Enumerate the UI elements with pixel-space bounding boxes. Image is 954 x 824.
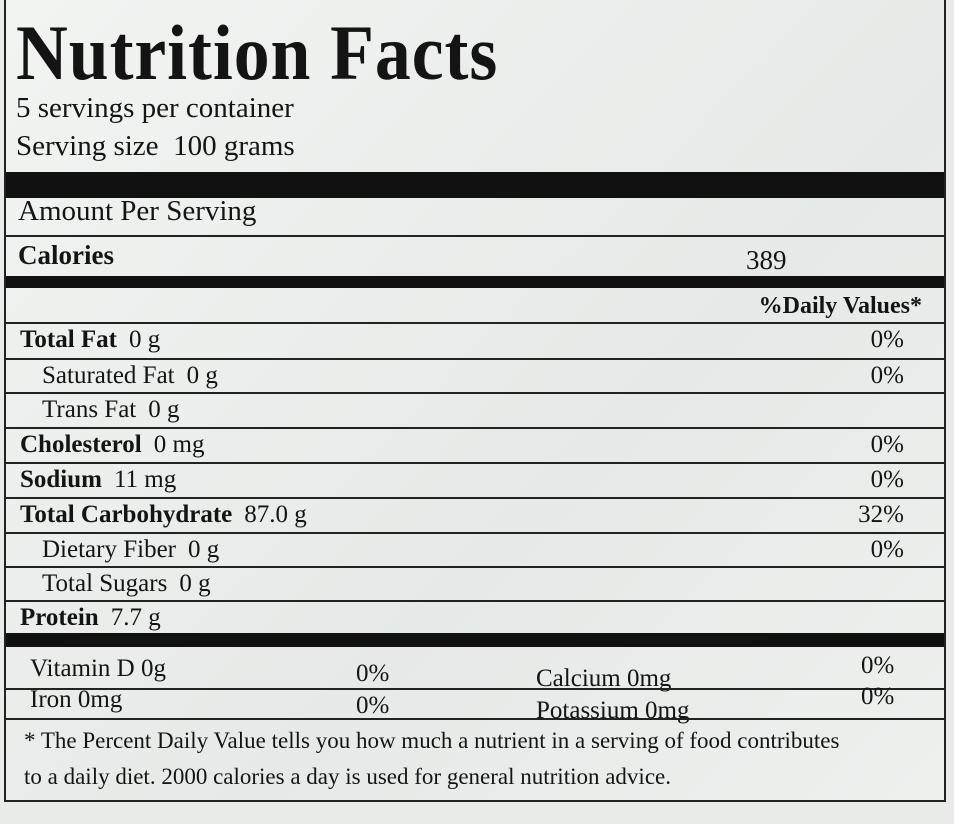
nutrient-name: Total Fat (20, 326, 117, 353)
calories-value: 389 (746, 245, 787, 275)
potassium-dv: 0% (861, 683, 895, 710)
nutrient-daily-value: 0% (870, 326, 904, 353)
nutrient-row: Dietary Fiber 0 g 0% (20, 534, 904, 566)
vitamin-d: Vitamin D 0g (30, 655, 166, 682)
nutrient-row: Total Sugars 0 g (20, 568, 904, 600)
calcium: Calcium 0mg (536, 665, 672, 692)
nutrient-row: Cholesterol 0 mg 0% (20, 429, 904, 461)
footnote-line-2: to a daily diet. 2000 calories a day is … (24, 764, 671, 789)
nutrient-daily-value: 0% (870, 536, 904, 563)
serving-size: Serving size 100 grams (16, 130, 295, 163)
amount-per-serving: Amount Per Serving (18, 195, 257, 227)
divider (6, 532, 944, 534)
nutrient-name: Trans Fat (42, 396, 137, 423)
divider (6, 497, 944, 499)
thick-divider (6, 172, 944, 198)
divider (6, 358, 944, 360)
nutrient-name: Sodium (20, 466, 102, 493)
divider (6, 718, 944, 720)
nutrient-name: Dietary Fiber (42, 536, 176, 563)
nutrient-row: Sodium 11 mg 0% (20, 464, 904, 496)
nutrient-row: Protein 7.7 g (20, 602, 904, 634)
thick-divider (6, 276, 944, 288)
nutrient-amount: 0 g (129, 326, 161, 353)
title: Nutrition Facts (16, 9, 499, 96)
calcium-dv: 0% (861, 652, 895, 679)
nutrient-daily-value: 0% (870, 362, 904, 389)
nutrient-amount: 11 mg (113, 466, 177, 493)
nutrient-daily-value: 32% (858, 501, 904, 528)
vitamin-d-dv: 0% (356, 660, 390, 687)
divider (6, 566, 944, 568)
potassium: Potassium 0mg (536, 697, 690, 724)
nutrient-amount: 7.7 g (110, 604, 161, 631)
servings-per-container: 5 servings per container (16, 92, 294, 124)
nutrient-amount: 0 mg (153, 431, 205, 458)
serving-size-value: 100 grams (173, 130, 295, 162)
nutrient-row: Total Carbohydrate 87.0 g 32% (20, 499, 904, 531)
nutrient-row: Total Fat 0 g 0% (20, 324, 904, 356)
nutrient-daily-value: 0% (870, 431, 904, 458)
nutrient-amount: 0 g (186, 362, 218, 389)
thick-divider (6, 633, 944, 647)
nutrient-amount: 0 g (187, 536, 220, 563)
nutrient-amount: 0 g (179, 570, 211, 597)
serving-size-label: Serving size (16, 130, 159, 162)
divider (6, 427, 944, 429)
nutrient-daily-value: 0% (870, 466, 904, 493)
footnote-line-1: * The Percent Daily Value tells you how … (24, 728, 840, 753)
divider (6, 600, 944, 602)
calories-label: Calories (18, 240, 114, 270)
divider (6, 688, 944, 690)
divider (6, 392, 944, 394)
nutrient-name: Total Carbohydrate (20, 501, 233, 528)
nutrient-row: Trans Fat 0 g (20, 394, 904, 426)
nutrient-amount: 87.0 g (244, 501, 307, 528)
daily-values-header: %Daily Values* (758, 293, 922, 319)
divider (6, 235, 944, 237)
nutrient-name: Protein (20, 604, 99, 631)
iron: Iron 0mg (30, 686, 123, 713)
nutrient-amount: 0 g (148, 396, 180, 423)
nutrient-name: Total Sugars (42, 570, 168, 597)
nutrient-row: Saturated Fat 0 g 0% (20, 360, 904, 392)
nutrient-name: Saturated Fat (42, 362, 175, 389)
divider (6, 462, 944, 464)
nutrient-name: Cholesterol (20, 431, 142, 458)
iron-dv: 0% (356, 692, 390, 719)
divider (6, 322, 944, 324)
nutrition-facts-label: Nutrition Facts 5 servings per container… (4, 0, 946, 802)
